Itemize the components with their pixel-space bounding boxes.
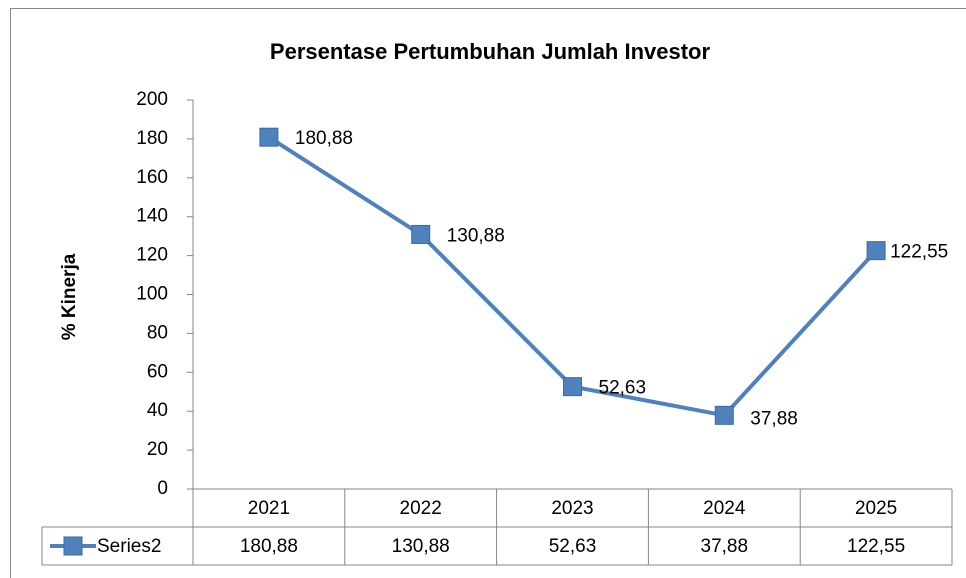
table-value: 130,88 <box>392 536 450 557</box>
chart-frame <box>10 8 966 578</box>
y-tick-label: 180 <box>136 128 168 149</box>
data-label: 52,63 <box>599 378 647 399</box>
x-tick-label: 2023 <box>551 498 593 519</box>
marker <box>714 405 734 425</box>
table-value: 37,88 <box>701 536 749 557</box>
x-tick-label: 2021 <box>248 498 290 519</box>
table-value: 122,55 <box>847 536 905 557</box>
x-tick-label: 2024 <box>703 498 746 519</box>
y-tick-label: 200 <box>136 89 168 110</box>
y-tick-label: 160 <box>136 167 168 188</box>
y-axis-label: % Kinerja <box>59 253 80 340</box>
chart-title: Persentase Pertumbuhan Jumlah Investor <box>270 39 711 64</box>
data-label: 122,55 <box>890 242 948 263</box>
y-tick-label: 40 <box>147 400 168 421</box>
x-tick-label: 2025 <box>855 498 897 519</box>
marker <box>866 241 886 261</box>
marker <box>411 224 431 244</box>
y-tick-label: 120 <box>136 245 168 266</box>
data-label: 130,88 <box>447 225 505 246</box>
legend-marker <box>63 536 83 556</box>
data-label: 37,88 <box>750 408 798 429</box>
y-tick-label: 80 <box>147 322 168 343</box>
y-tick-label: 20 <box>147 439 168 460</box>
marker <box>259 127 279 147</box>
y-tick-label: 0 <box>157 478 168 499</box>
marker <box>563 377 582 397</box>
table-value: 180,88 <box>240 536 298 557</box>
y-tick-label: 60 <box>147 361 168 382</box>
table-value: 52,63 <box>549 536 597 557</box>
legend-label: Series2 <box>97 536 161 557</box>
x-tick-label: 2022 <box>400 498 442 519</box>
y-tick-label: 140 <box>136 206 168 227</box>
data-label: 180,88 <box>295 128 353 149</box>
y-tick-label: 100 <box>136 284 168 305</box>
